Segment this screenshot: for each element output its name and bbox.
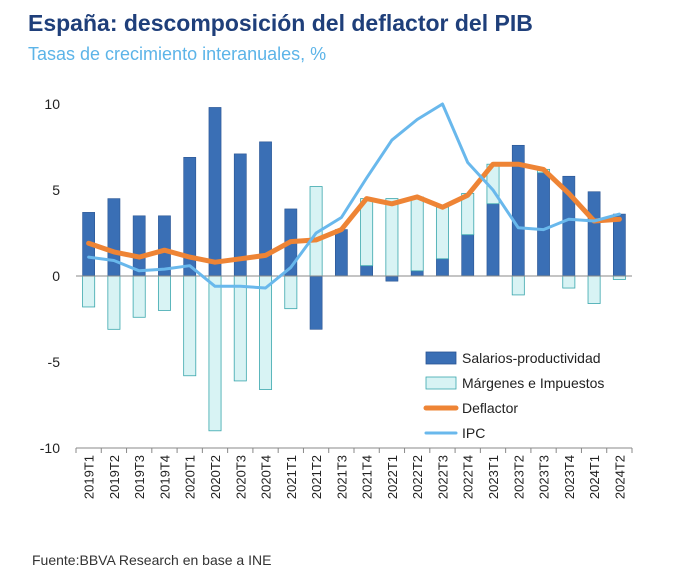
y-tick-label: 5 — [52, 182, 60, 198]
bar-margenes-impuestos — [385, 198, 399, 277]
x-tick-label: 2023T3 — [537, 455, 552, 499]
x-tick-label: 2019T4 — [157, 455, 172, 499]
x-tick-label: 2024T1 — [587, 455, 602, 499]
x-tick-label: 2024T2 — [612, 455, 627, 499]
x-tick-label: 2022T1 — [385, 455, 400, 499]
bar-margenes-impuestos — [284, 275, 298, 310]
bar-margenes-impuestos — [132, 275, 146, 318]
x-axis-labels: 2019T1 2019T2 2019T3 2019T4 2020T1 2020T2 2020… — [82, 455, 628, 499]
x-tick-label: 2023T4 — [562, 455, 577, 499]
legend-swatch — [425, 376, 457, 390]
x-tick-label: 2021T2 — [309, 455, 324, 499]
x-tick-label: 2021T4 — [360, 455, 375, 499]
bar-salarios-productividad — [334, 229, 348, 277]
line-ipc — [87, 102, 621, 290]
y-tick-label: 0 — [52, 268, 60, 284]
x-tick-label: 2020T2 — [208, 455, 223, 499]
x-tick-label: 2021T1 — [284, 455, 299, 499]
bar-salarios-productividad — [587, 191, 601, 277]
legend-label: IPC — [462, 425, 485, 441]
x-tick-label: 2019T1 — [82, 455, 97, 499]
bar-salarios-productividad — [612, 213, 626, 277]
bar-margenes-impuestos — [259, 275, 273, 390]
bars — [82, 107, 626, 432]
series-lines — [86, 102, 622, 290]
bar-margenes-impuestos — [410, 196, 424, 272]
bar-salarios-productividad — [436, 258, 449, 277]
bar-margenes-impuestos — [612, 275, 626, 280]
bar-margenes-impuestos — [587, 275, 601, 304]
x-tick-label: 2019T2 — [107, 455, 122, 499]
x-tick-label: 2020T4 — [259, 455, 274, 499]
bar-salarios-productividad — [107, 198, 121, 277]
chart: 10 5 0 -5 -10 2019T1 2019T2 2019T3 2019T4 2020T1… — [40, 96, 633, 499]
legend-label: Deflactor — [462, 400, 518, 416]
x-tick-label: 2020T1 — [183, 455, 198, 499]
y-axis-labels: 10 5 0 -5 -10 — [40, 96, 60, 456]
x-axis-ticks — [75, 448, 633, 453]
bar-margenes-impuestos — [511, 275, 525, 296]
x-tick-label: 2020T3 — [233, 455, 248, 499]
x-tick-label: 2023T2 — [511, 455, 526, 499]
y-tick-label: -5 — [48, 354, 61, 370]
legend-label: Márgenes e Impuestos — [462, 375, 604, 391]
bar-salarios-productividad — [461, 234, 475, 277]
legend-label: Salarios-productividad — [462, 350, 601, 366]
bar-salarios-productividad — [537, 172, 550, 277]
bar-margenes-impuestos — [183, 275, 197, 377]
bar-salarios-productividad — [486, 203, 500, 277]
x-tick-label: 2022T4 — [461, 455, 476, 499]
bar-salarios-productividad — [410, 270, 424, 277]
bar-margenes-impuestos — [233, 275, 247, 382]
x-tick-label: 2021T3 — [334, 455, 349, 499]
y-tick-label: 10 — [44, 96, 60, 112]
bar-salarios-productividad — [309, 275, 323, 330]
bar-margenes-impuestos — [435, 206, 449, 260]
source-note: Fuente:BBVA Research en base a INE — [32, 552, 272, 568]
bar-salarios-productividad — [132, 215, 146, 277]
legend: Salarios-productividad Márgenes e Impuest… — [423, 350, 604, 441]
x-tick-label: 2019T3 — [132, 455, 147, 499]
x-tick-label: 2022T2 — [410, 455, 425, 499]
bar-margenes-impuestos — [157, 275, 171, 311]
legend-swatch — [425, 351, 457, 365]
chart-subtitle: Tasas de crecimiento interanuales, % — [28, 44, 327, 64]
bar-margenes-impuestos — [107, 275, 121, 330]
x-tick-label: 2022T3 — [435, 455, 450, 499]
bar-margenes-impuestos — [360, 198, 374, 267]
bar-salarios-productividad — [360, 265, 374, 277]
bar-salarios-productividad — [385, 275, 399, 282]
chart-title: España: descomposición del deflactor del… — [28, 10, 533, 36]
bar-margenes-impuestos — [562, 275, 576, 289]
bar-margenes-impuestos — [82, 275, 96, 308]
line-deflactor — [86, 161, 622, 265]
bar-margenes-impuestos — [208, 275, 222, 432]
y-tick-label: -10 — [40, 440, 60, 456]
bar-salarios-productividad — [208, 107, 222, 277]
x-tick-label: 2023T1 — [486, 455, 501, 499]
bar-salarios-productividad — [158, 215, 171, 277]
